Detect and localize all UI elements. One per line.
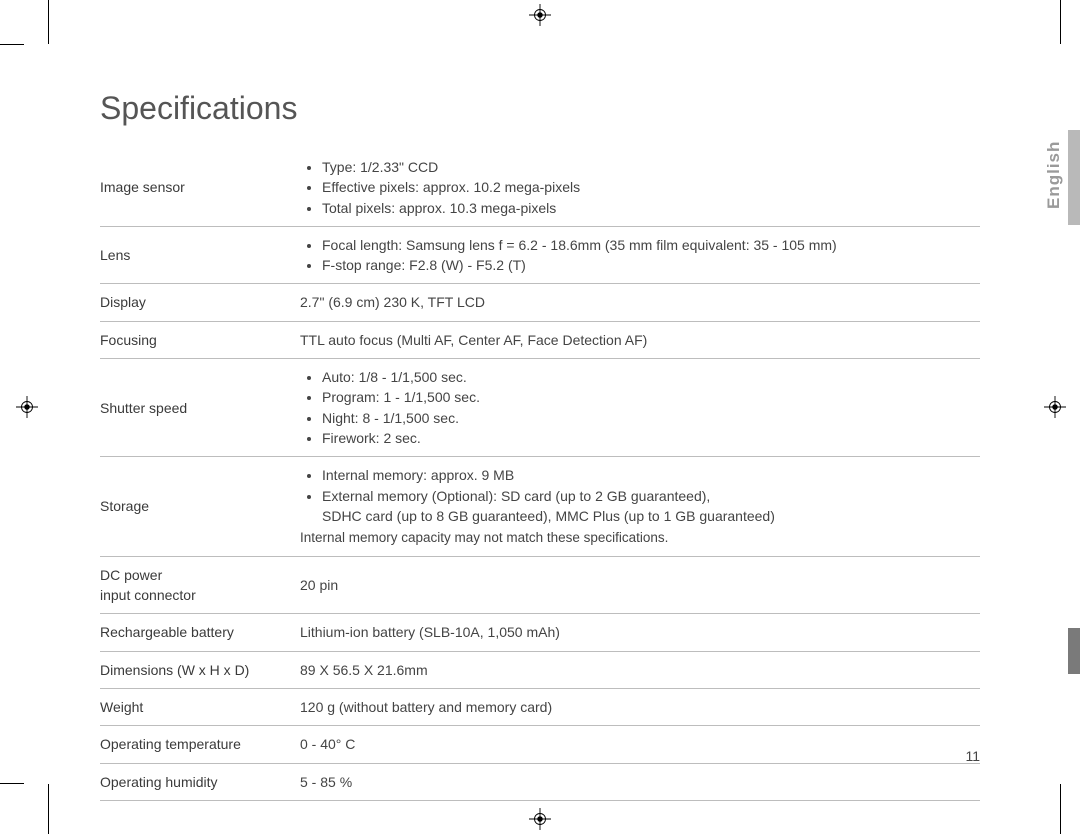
language-tab: English — [1040, 130, 1080, 270]
spec-value-list: Internal memory: approx. 9 MBExternal me… — [300, 465, 976, 526]
spec-label: Image sensor — [100, 149, 300, 226]
table-row: StorageInternal memory: approx. 9 MBExte… — [100, 457, 980, 556]
table-row: Weight120 g (without battery and memory … — [100, 688, 980, 725]
table-row: Image sensorType: 1/2.33" CCDEffective p… — [100, 149, 980, 226]
table-row: Display2.7" (6.9 cm) 230 K, TFT LCD — [100, 284, 980, 321]
spec-value: Internal memory: approx. 9 MBExternal me… — [300, 457, 980, 556]
spec-value: 0 - 40° C — [300, 726, 980, 763]
spec-note: Internal memory capacity may not match t… — [300, 528, 976, 548]
language-label: English — [1042, 130, 1066, 220]
spec-label: Lens — [100, 226, 300, 284]
spec-value: Lithium-ion battery (SLB-10A, 1,050 mAh) — [300, 614, 980, 651]
crop-mark — [48, 0, 49, 44]
spec-value-item: Type: 1/2.33" CCD — [322, 157, 976, 177]
spec-value: Type: 1/2.33" CCDEffective pixels: appro… — [300, 149, 980, 226]
spec-value-item: Effective pixels: approx. 10.2 mega-pixe… — [322, 177, 976, 197]
registration-mark-icon — [529, 4, 551, 26]
crop-mark — [0, 44, 24, 45]
spec-value-item: Internal memory: approx. 9 MB — [322, 465, 976, 485]
spec-value-list: Type: 1/2.33" CCDEffective pixels: appro… — [300, 157, 976, 218]
specifications-table: Image sensorType: 1/2.33" CCDEffective p… — [100, 149, 980, 801]
spec-value-list: Auto: 1/8 - 1/1,500 sec.Program: 1 - 1/1… — [300, 367, 976, 448]
page-number: 11 — [965, 748, 980, 764]
spec-value: Auto: 1/8 - 1/1,500 sec.Program: 1 - 1/1… — [300, 359, 980, 457]
page-content: Specifications Image sensorType: 1/2.33"… — [100, 90, 980, 801]
language-tab-bar — [1068, 130, 1080, 225]
spec-value: TTL auto focus (Multi AF, Center AF, Fac… — [300, 321, 980, 358]
spec-label: Rechargeable battery — [100, 614, 300, 651]
spec-value-item: Night: 8 - 1/1,500 sec. — [322, 408, 976, 428]
spec-value-item: F-stop range: F2.8 (W) - F5.2 (T) — [322, 255, 976, 275]
page-tab-bar — [1068, 628, 1080, 674]
table-row: DC powerinput connector20 pin — [100, 556, 980, 614]
table-row: Operating temperature0 - 40° C — [100, 726, 980, 763]
table-row: FocusingTTL auto focus (Multi AF, Center… — [100, 321, 980, 358]
table-row: Operating humidity5 - 85 % — [100, 763, 980, 800]
page-title: Specifications — [100, 90, 980, 127]
spec-value: 89 X 56.5 X 21.6mm — [300, 651, 980, 688]
spec-value-item: Total pixels: approx. 10.3 mega-pixels — [322, 198, 976, 218]
table-row: Rechargeable batteryLithium-ion battery … — [100, 614, 980, 651]
spec-value-item: Firework: 2 sec. — [322, 428, 976, 448]
registration-mark-icon — [16, 396, 38, 418]
spec-value-item: Program: 1 - 1/1,500 sec. — [322, 387, 976, 407]
spec-value: 120 g (without battery and memory card) — [300, 688, 980, 725]
table-row: Shutter speedAuto: 1/8 - 1/1,500 sec.Pro… — [100, 359, 980, 457]
spec-label: DC powerinput connector — [100, 556, 300, 614]
spec-label: Operating humidity — [100, 763, 300, 800]
spec-label: Dimensions (W x H x D) — [100, 651, 300, 688]
table-row: Dimensions (W x H x D)89 X 56.5 X 21.6mm — [100, 651, 980, 688]
spec-value-item: Focal length: Samsung lens f = 6.2 - 18.… — [322, 235, 976, 255]
spec-value: 20 pin — [300, 556, 980, 614]
crop-mark — [0, 783, 24, 784]
registration-mark-icon — [529, 808, 551, 830]
spec-value: 2.7" (6.9 cm) 230 K, TFT LCD — [300, 284, 980, 321]
crop-mark — [1060, 0, 1061, 44]
crop-mark — [1060, 784, 1061, 834]
spec-label: Operating temperature — [100, 726, 300, 763]
spec-label: Shutter speed — [100, 359, 300, 457]
spec-value: 5 - 85 % — [300, 763, 980, 800]
crop-mark — [48, 784, 49, 834]
spec-label: Display — [100, 284, 300, 321]
spec-label: Weight — [100, 688, 300, 725]
spec-value-item: Auto: 1/8 - 1/1,500 sec. — [322, 367, 976, 387]
spec-value: Focal length: Samsung lens f = 6.2 - 18.… — [300, 226, 980, 284]
spec-label: Storage — [100, 457, 300, 556]
table-row: Lens Focal length: Samsung lens f = 6.2 -… — [100, 226, 980, 284]
spec-value-item: External memory (Optional): SD card (up … — [322, 486, 976, 527]
spec-label: Focusing — [100, 321, 300, 358]
registration-mark-icon — [1044, 396, 1066, 418]
spec-value-list: Focal length: Samsung lens f = 6.2 - 18.… — [300, 235, 976, 276]
